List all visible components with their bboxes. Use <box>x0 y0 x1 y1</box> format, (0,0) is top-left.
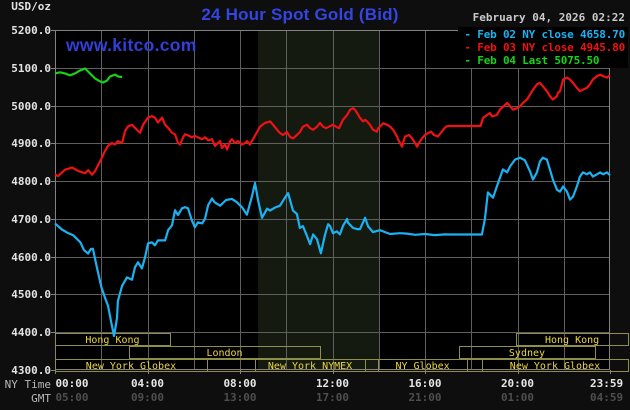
series-line-1 <box>54 73 611 178</box>
x-axis-row-name-ny-time: NY Time <box>4 378 51 391</box>
x-tick-label-gmt: 01:00 <box>500 391 535 404</box>
kitco-watermark: www.kitco.com <box>66 35 197 55</box>
x-tick-label-gmt: 13:00 <box>223 391 257 404</box>
y-tick-label: 4500.0 <box>11 288 51 302</box>
session-box <box>516 333 629 346</box>
page-title: 24 Hour Spot Gold (Bid) <box>201 5 399 24</box>
session-box <box>482 359 629 372</box>
y-tick-label: 4700.0 <box>11 212 51 226</box>
x-tick-label-ny: 16:00 <box>408 377 442 390</box>
session-label: Sydney <box>509 348 545 359</box>
x-tick-label-gmt: 05:00 <box>55 391 89 404</box>
x-tick-label-ny: 20:00 <box>500 377 535 390</box>
series-line-0 <box>54 156 611 338</box>
x-tick-label-gmt: 17:00 <box>315 391 350 404</box>
series-line-2 <box>54 67 123 84</box>
y-axis-unit-label: USD/oz <box>11 0 51 13</box>
session-label: Hong Kong <box>85 335 139 346</box>
x-axis-row-name-gmt: GMT <box>31 392 51 405</box>
session-label: New York Globex <box>86 361 176 372</box>
x-tick-label-gmt: 21:00 <box>408 391 442 404</box>
session-label: NY Globex <box>395 361 449 372</box>
session-label: London <box>206 348 242 359</box>
session-label: Hong Kong <box>545 335 599 346</box>
y-tick-label: 5000.0 <box>11 99 51 113</box>
nymex-session-band <box>258 30 379 370</box>
y-tick-label: 4900.0 <box>11 137 51 151</box>
legend: - Feb 02 NY close 4658.70- Feb 03 NY clo… <box>458 27 628 68</box>
y-tick-label: 5200.0 <box>11 24 51 37</box>
y-tick-label: 5100.0 <box>11 61 51 75</box>
y-tick-label: 4300.0 <box>11 364 51 377</box>
y-tick-label: 4400.0 <box>11 326 51 340</box>
x-tick-label-ny: 00:00 <box>55 377 89 390</box>
session-box <box>129 346 321 359</box>
y-tick-label: 4800.0 <box>11 175 51 189</box>
x-tick-label-gmt: 04:59 <box>589 391 624 404</box>
legend-item: - Feb 02 NY close 4658.70 <box>464 28 625 41</box>
session-box <box>459 346 596 359</box>
session-label: New York NYMEX <box>268 361 352 372</box>
session-label: New York Globex <box>510 361 600 372</box>
x-tick-label-ny: 04:00 <box>130 377 165 390</box>
chart-datetime: February 04, 2026 02:22 <box>472 11 625 24</box>
legend-item: - Feb 04 Last 5075.50 <box>464 54 600 67</box>
x-tick-label-ny: 08:00 <box>223 377 257 390</box>
plot-border <box>55 30 610 370</box>
x-tick-label-ny: 12:00 <box>315 377 350 390</box>
x-tick-label-gmt: 09:00 <box>130 391 165 404</box>
legend-item: - Feb 03 NY close 4945.80 <box>464 41 625 54</box>
y-tick-label: 4600.0 <box>11 250 51 264</box>
x-tick-label-ny: 23:59 <box>589 377 624 390</box>
